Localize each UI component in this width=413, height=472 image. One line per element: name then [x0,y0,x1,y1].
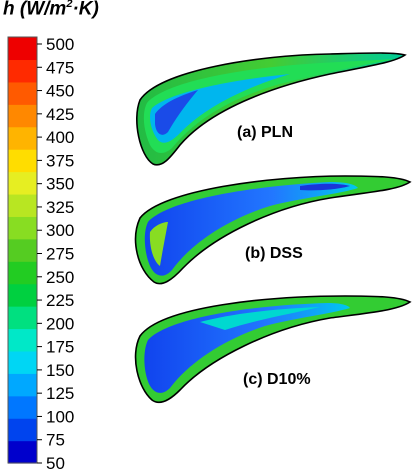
colorbar-tick-label: 425 [46,105,74,124]
colorbar-cells [8,37,37,464]
colorbar-tick-label: 375 [46,151,74,170]
blade-panel-b: (b) DSS [134,175,412,285]
colorbar-cell [8,37,37,61]
colorbar-tick-label: 50 [46,454,65,472]
colorbar-tick-label: 400 [46,128,74,147]
colorbar-cell [8,261,37,285]
blade-tipspot-b [300,183,350,191]
colorbar-cell [8,373,37,397]
colorbar-tick-label: 200 [46,314,74,333]
blade-core-a [150,74,290,143]
colorbar-tick-label: 100 [46,407,74,426]
colorbar-title: h (W/m2·K) [3,0,99,20]
panel-label-c: (c) D10% [243,371,311,388]
colorbar-cell [8,328,37,352]
colorbar-ticks: 500 475 450 425 400 375 350 325 300 275 250 225 200 1… [37,35,74,472]
colorbar-cell [8,81,37,105]
colorbar-tick-label: 325 [46,198,74,217]
colorbar-tick-label: 250 [46,268,74,287]
panel-label-b: (b) DSS [245,245,303,262]
colorbar-cell [8,171,37,195]
blade-hotspot-b [149,222,168,266]
blade-panel-c: (c) D10% [134,295,412,404]
colorbar-cell [8,350,37,374]
colorbar-tick-label: 500 [46,35,74,54]
colorbar-tick-label: 175 [46,338,74,357]
colorbar-cell [8,440,37,464]
colorbar-cell [8,104,37,128]
colorbar-frame [7,36,38,464]
colorbar: 500 475 450 425 400 375 350 325 300 275 250 225 200 1… [7,35,74,472]
colorbar-cell [8,59,37,83]
colorbar-cell [8,149,37,173]
blade-film-c [200,307,320,330]
colorbar-tick-label: 350 [46,175,74,194]
blade-panel-a: (a) PLN [136,52,407,166]
colorbar-cell [8,126,37,150]
colorbar-cell [8,418,37,442]
colorbar-tick-label: 450 [46,82,74,101]
colorbar-cell [8,306,37,330]
blade-film-a [143,59,395,154]
colorbar-tick-label: 300 [46,221,74,240]
colorbar-tick-label: 125 [46,384,74,403]
colorbar-cell [8,216,37,240]
colorbar-cell [8,395,37,419]
panel-label-a: (a) PLN [237,124,293,141]
colorbar-cell [8,193,37,217]
colorbar-cell [8,238,37,262]
colorbar-tick-label: 475 [46,58,74,77]
colorbar-tick-label: 275 [46,245,74,264]
colorbar-cell [8,283,37,307]
colorbar-tick-label: 150 [46,361,74,380]
colorbar-tick-label: 225 [46,291,74,310]
blade-hotspot-a [155,90,198,135]
colorbar-tick-label: 75 [46,431,65,450]
blade-core-c [144,303,350,393]
blade-core-b [144,182,358,276]
